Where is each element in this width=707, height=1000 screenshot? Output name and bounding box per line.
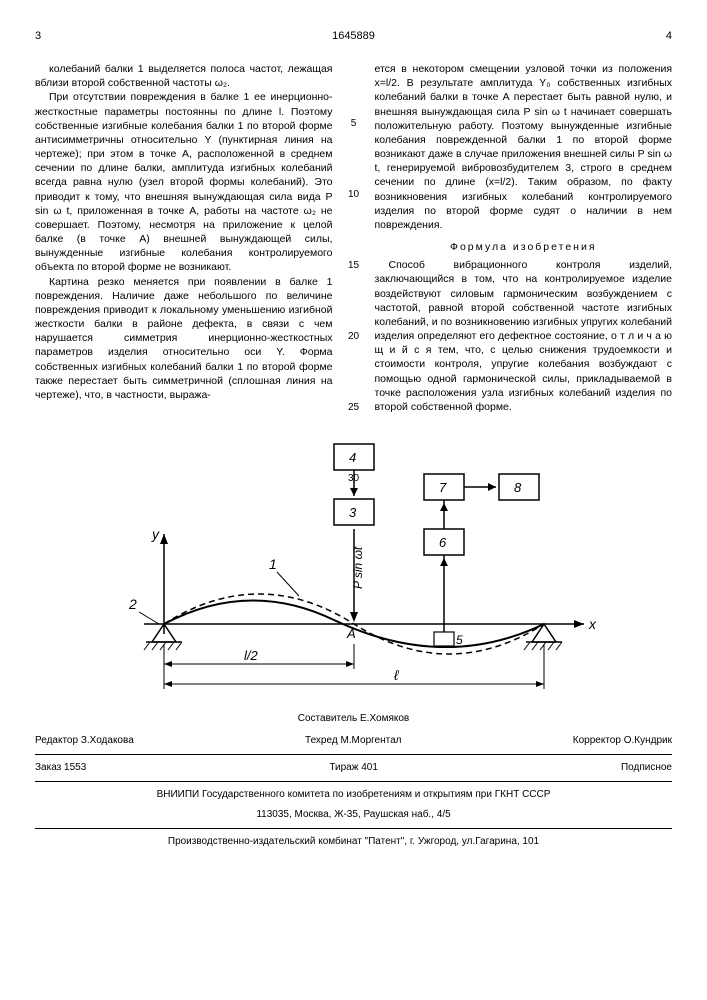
page: 3 1645889 4 колебаний балки 1 выделяется… bbox=[0, 0, 707, 875]
org1-addr: 113035, Москва, Ж-35, Раушская наб., 4/5 bbox=[35, 808, 672, 822]
line-number: 15 bbox=[345, 260, 363, 271]
credits-row: Редактор З.Ходакова Техред М.Моргентал К… bbox=[35, 732, 672, 750]
footer: Составитель Е.Хомяков Редактор З.Ходаков… bbox=[35, 712, 672, 849]
full-length: ℓ bbox=[393, 667, 399, 683]
line-number: 30 bbox=[345, 473, 363, 484]
compiler-row: Составитель Е.Хомяков bbox=[35, 712, 672, 726]
paragraph: При отсутствии повреждения в балке 1 ее … bbox=[35, 90, 333, 274]
left-column: колебаний балки 1 выделяется полоса част… bbox=[35, 62, 333, 414]
org2: Производственно-издательский комбинат "П… bbox=[35, 835, 672, 849]
box-7: 7 bbox=[439, 480, 447, 495]
label-1: 1 bbox=[269, 556, 277, 572]
line-number: 25 bbox=[345, 402, 363, 413]
line-number-gutter: 5 10 15 20 25 30 bbox=[345, 62, 363, 414]
paragraph: Способ вибрационного контроля изделий, з… bbox=[375, 258, 673, 414]
point-a: А bbox=[346, 626, 356, 641]
right-column: ется в некотором смещении узловой точки … bbox=[375, 62, 673, 414]
axis-y-label: y bbox=[151, 526, 160, 542]
line-number: 20 bbox=[345, 331, 363, 342]
order-row: Заказ 1553 Тираж 401 Подписное bbox=[35, 759, 672, 777]
line-number: 5 bbox=[345, 118, 363, 129]
half-length: l/2 bbox=[244, 648, 259, 663]
corrector: Корректор О.Кундрик bbox=[573, 734, 672, 748]
page-number-right: 4 bbox=[666, 30, 672, 42]
subscription: Подписное bbox=[621, 761, 672, 775]
editor: Редактор З.Ходакова bbox=[35, 734, 134, 748]
divider bbox=[35, 828, 672, 829]
box-5: 5 bbox=[456, 633, 463, 647]
paragraph: ется в некотором смещении узловой точки … bbox=[375, 62, 673, 232]
box-3: 3 bbox=[349, 505, 357, 520]
org1: ВНИИПИ Государственного комитета по изоб… bbox=[35, 788, 672, 802]
order: Заказ 1553 bbox=[35, 761, 86, 775]
techred: Техред М.Моргентал bbox=[305, 734, 401, 748]
paragraph: Картина резко меняется при появлении в б… bbox=[35, 275, 333, 403]
axis-x-label: x bbox=[588, 616, 597, 632]
compiler-label: Составитель bbox=[298, 713, 357, 724]
box-8: 8 bbox=[514, 480, 522, 495]
divider bbox=[35, 754, 672, 755]
header: 3 1645889 4 bbox=[35, 30, 672, 42]
paragraph: колебаний балки 1 выделяется полоса част… bbox=[35, 62, 333, 90]
tirazh: Тираж 401 bbox=[329, 761, 378, 775]
line-number: 10 bbox=[345, 189, 363, 200]
box-6: 6 bbox=[439, 535, 447, 550]
compiler-name: Е.Хомяков bbox=[360, 713, 409, 724]
divider bbox=[35, 781, 672, 782]
patent-number: 1645889 bbox=[41, 30, 666, 42]
label-2: 2 bbox=[128, 596, 137, 612]
box-4: 4 bbox=[349, 450, 356, 465]
claim-heading: Формула изобретения bbox=[375, 240, 673, 254]
text-columns: колебаний балки 1 выделяется полоса част… bbox=[35, 62, 672, 414]
force-label: P sin ωt bbox=[351, 546, 365, 589]
